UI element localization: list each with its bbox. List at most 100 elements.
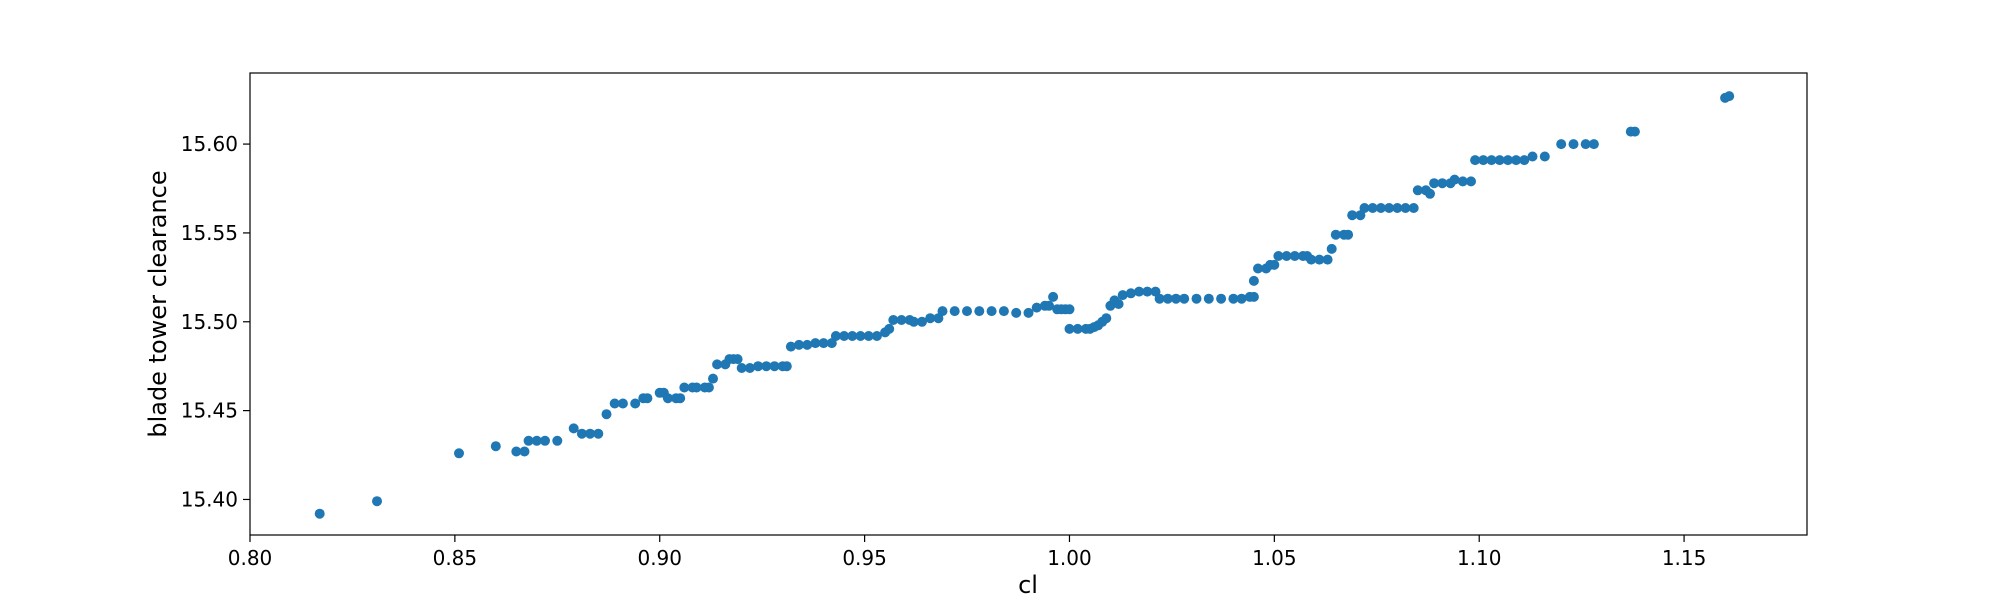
y-axis: 15.40 15.45 15.50 15.55 15.60 xyxy=(181,132,250,511)
data-point xyxy=(1347,210,1358,221)
data-point xyxy=(1384,203,1395,213)
data-point xyxy=(1236,293,1247,304)
data-point xyxy=(1486,155,1497,166)
data-point xyxy=(1248,275,1259,286)
data-point xyxy=(753,361,764,372)
data-point xyxy=(576,428,587,439)
data-point xyxy=(1429,178,1440,189)
data-point xyxy=(986,306,997,317)
data-point xyxy=(847,331,858,341)
data-point xyxy=(1203,293,1214,304)
data-point xyxy=(1011,307,1022,318)
y-tick-label: 15.40 xyxy=(181,487,238,511)
data-point xyxy=(732,354,743,365)
data-point xyxy=(1511,155,1522,166)
data-point xyxy=(703,382,714,393)
data-point xyxy=(1412,185,1423,196)
data-point xyxy=(1101,313,1112,324)
data-point xyxy=(519,446,530,457)
x-axis-label: cl xyxy=(1018,571,1038,599)
data-point xyxy=(523,435,534,446)
data-point xyxy=(1359,203,1370,213)
data-point xyxy=(601,409,612,420)
data-point xyxy=(1629,126,1640,137)
data-point xyxy=(1556,139,1567,150)
x-tick-label: 1.05 xyxy=(1252,546,1297,570)
data-point xyxy=(609,398,620,409)
data-point xyxy=(1306,254,1317,265)
data-point xyxy=(781,361,792,372)
data-point xyxy=(1162,293,1173,304)
data-point xyxy=(962,306,972,317)
data-point xyxy=(1343,229,1354,240)
data-point xyxy=(1375,203,1386,213)
data-point xyxy=(1191,293,1202,304)
data-point xyxy=(568,423,579,434)
data-point xyxy=(785,341,796,352)
data-point xyxy=(949,306,960,317)
data-point xyxy=(1113,299,1124,309)
x-tick-label: 1.10 xyxy=(1457,546,1502,570)
data-point xyxy=(552,435,563,446)
data-point xyxy=(1064,304,1075,315)
data-point xyxy=(490,441,501,452)
y-tick-label: 15.60 xyxy=(181,132,238,156)
data-point xyxy=(1408,203,1419,213)
data-point xyxy=(1449,174,1460,185)
data-point xyxy=(1314,254,1325,265)
data-point xyxy=(744,363,755,373)
data-point xyxy=(1519,155,1530,166)
plot-frame xyxy=(249,72,1808,536)
data-point xyxy=(511,446,522,457)
data-point xyxy=(1470,155,1481,166)
data-point xyxy=(314,508,325,519)
data-point xyxy=(372,496,382,507)
data-point xyxy=(1072,323,1083,334)
data-point xyxy=(1269,259,1280,270)
data-point xyxy=(617,398,628,409)
data-point xyxy=(830,331,841,341)
x-axis: 0.80 0.85 0.90 0.95 1.00 1.05 1.10 1.15 xyxy=(228,535,1706,570)
data-point xyxy=(818,338,829,349)
data-point xyxy=(1179,293,1190,304)
data-point xyxy=(1289,251,1300,261)
data-point xyxy=(1134,286,1145,297)
data-point xyxy=(1539,151,1550,162)
data-point xyxy=(1580,139,1591,150)
data-point xyxy=(691,382,702,393)
data-point xyxy=(896,315,907,325)
data-point xyxy=(1466,176,1476,187)
data-point xyxy=(630,398,641,409)
data-point xyxy=(1228,293,1239,304)
data-point xyxy=(908,316,919,327)
data-point xyxy=(712,359,723,370)
data-point xyxy=(662,393,673,404)
y-tick-label: 15.50 xyxy=(181,310,238,334)
data-point xyxy=(863,331,874,341)
data-point xyxy=(810,338,821,349)
y-tick-label: 15.55 xyxy=(181,221,238,245)
data-point xyxy=(675,393,686,404)
x-tick-label: 0.90 xyxy=(637,546,682,570)
data-point xyxy=(1568,139,1579,150)
data-point xyxy=(925,313,936,324)
data-point xyxy=(1437,178,1448,189)
data-point xyxy=(1044,300,1054,311)
data-point xyxy=(642,393,653,404)
data-point xyxy=(761,361,772,372)
data-point xyxy=(917,316,927,327)
data-point xyxy=(1425,188,1435,199)
data-point xyxy=(1048,291,1059,302)
data-point xyxy=(1023,307,1034,318)
data-point xyxy=(1248,291,1259,302)
data-point xyxy=(1064,323,1075,334)
data-point xyxy=(1494,155,1505,166)
data-point xyxy=(1031,302,1042,313)
data-point xyxy=(1527,151,1538,162)
data-point xyxy=(769,361,780,372)
data-point xyxy=(884,323,895,334)
data-point xyxy=(679,382,690,393)
data-point xyxy=(1216,293,1227,304)
